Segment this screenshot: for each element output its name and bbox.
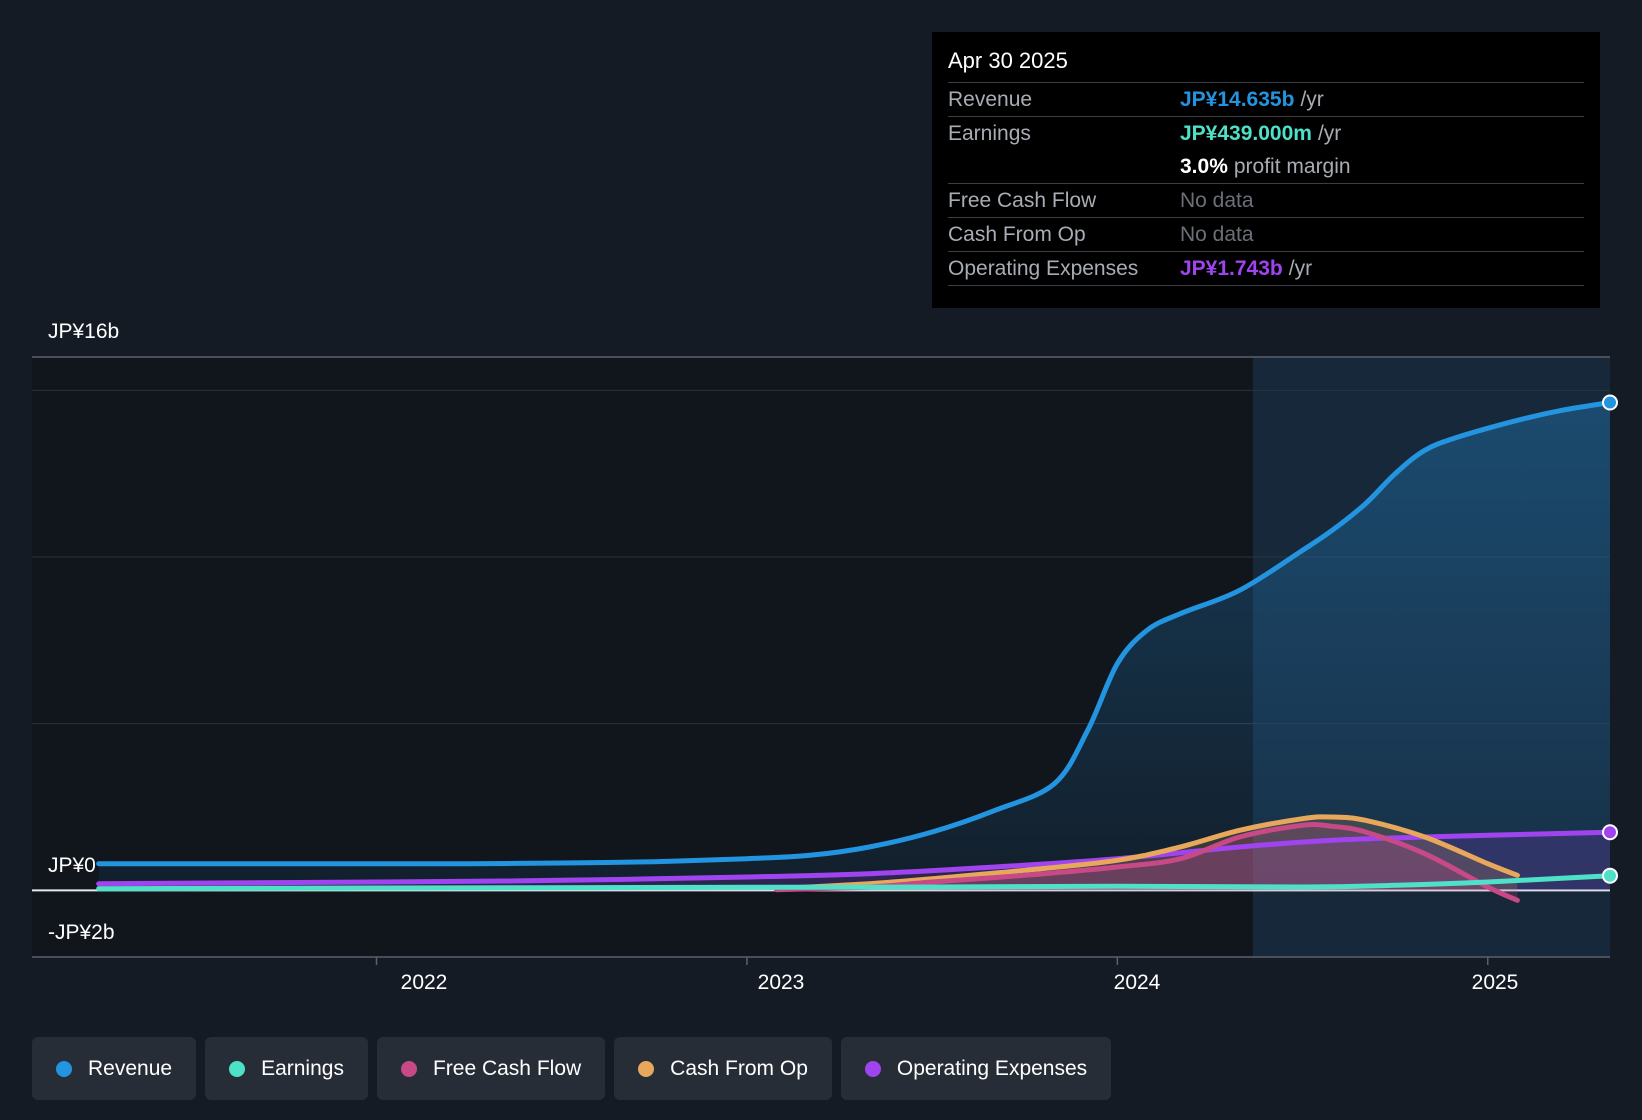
x-axis-ticks xyxy=(375,957,1489,965)
revenue-area xyxy=(98,402,1611,891)
tooltip-value: JP¥14.635b xyxy=(1180,88,1295,111)
legend-item-free-cash-flow[interactable]: Free Cash Flow xyxy=(376,1037,606,1100)
legend: Revenue Earnings Free Cash Flow Cash Fro… xyxy=(32,1037,1112,1100)
tooltip-row-earnings: Earnings JP¥439.000m /yr xyxy=(948,116,1584,150)
tooltip-value: No data xyxy=(1180,189,1254,212)
legend-item-cash-from-op[interactable]: Cash From Op xyxy=(614,1037,832,1100)
legend-label: Free Cash Flow xyxy=(432,1056,582,1080)
operating-expenses-end-marker xyxy=(1602,824,1618,841)
series-lines xyxy=(96,400,1613,903)
free-cash-flow-line xyxy=(774,822,1520,903)
tooltip-unit: /yr xyxy=(1288,257,1313,280)
legend-label: Operating Expenses xyxy=(896,1056,1088,1080)
tooltip-unit: profit margin xyxy=(1233,155,1351,178)
tooltip-divider xyxy=(948,285,1584,286)
tooltip-label: Revenue xyxy=(948,88,1033,111)
tooltip-label: Free Cash Flow xyxy=(948,189,1097,212)
revenue-dot-icon xyxy=(56,1060,72,1077)
cash-from-op-area xyxy=(776,816,1518,891)
x-tick-label-2025: 2025 xyxy=(1471,971,1519,994)
tooltip-label: Earnings xyxy=(948,122,1031,145)
tooltip-unit: /yr xyxy=(1300,88,1324,111)
tooltip-row-free-cash-flow: Free Cash Flow No data xyxy=(948,183,1584,217)
tooltip-label: Cash From Op xyxy=(948,223,1086,246)
earnings-end-marker xyxy=(1602,867,1618,884)
tooltip-row-operating-expenses: Operating Expenses JP¥1.743b /yr xyxy=(948,251,1584,285)
operating-expenses-area xyxy=(98,832,1611,891)
legend-label: Revenue xyxy=(88,1056,173,1080)
tooltip-value: JP¥439.000m xyxy=(1180,122,1312,145)
tooltip-value: No data xyxy=(1180,223,1254,246)
x-tick-label-2024: 2024 xyxy=(1113,971,1161,994)
operating-expenses-dot-icon xyxy=(864,1060,881,1077)
x-tick-label-2023: 2023 xyxy=(757,971,805,994)
legend-item-operating-expenses[interactable]: Operating Expenses xyxy=(840,1037,1112,1100)
x-tick-label-2022: 2022 xyxy=(400,971,448,994)
y-tick-label-bottom: -JP¥2b xyxy=(48,921,115,944)
tooltip-label xyxy=(948,150,1180,183)
legend-item-earnings[interactable]: Earnings xyxy=(205,1037,368,1100)
revenue-line xyxy=(96,400,1613,867)
cash-from-op-dot-icon xyxy=(638,1060,655,1077)
legend-item-revenue[interactable]: Revenue xyxy=(32,1037,197,1100)
tooltip-value: JP¥1.743b xyxy=(1180,257,1283,280)
cash-from-op-line xyxy=(774,814,1520,892)
tooltip-label: Operating Expenses xyxy=(948,257,1139,280)
free-cash-flow-dot-icon xyxy=(400,1060,417,1077)
tooltip-row-cash-from-op: Cash From Op No data xyxy=(948,217,1584,251)
tooltip-row-revenue: Revenue JP¥14.635b /yr xyxy=(948,82,1584,116)
series-end-markers xyxy=(1602,394,1618,884)
tooltip-value: 3.0% xyxy=(1180,155,1228,178)
data-tooltip: Apr 30 2025 Revenue JP¥14.635b /yr Earni… xyxy=(932,32,1600,308)
y-tick-label-top: JP¥16b xyxy=(48,320,120,343)
tooltip-unit: /yr xyxy=(1317,122,1342,145)
tooltip-row-profit-margin: 3.0% profit margin xyxy=(948,150,1584,183)
legend-label: Earnings xyxy=(261,1056,344,1080)
earnings-line xyxy=(96,873,1613,892)
y-tick-label-zero: JP¥0 xyxy=(48,854,96,877)
legend-label: Cash From Op xyxy=(670,1056,808,1080)
earnings-dot-icon xyxy=(229,1060,246,1077)
tooltip-date: Apr 30 2025 xyxy=(948,48,1068,73)
revenue-end-marker xyxy=(1602,394,1618,411)
